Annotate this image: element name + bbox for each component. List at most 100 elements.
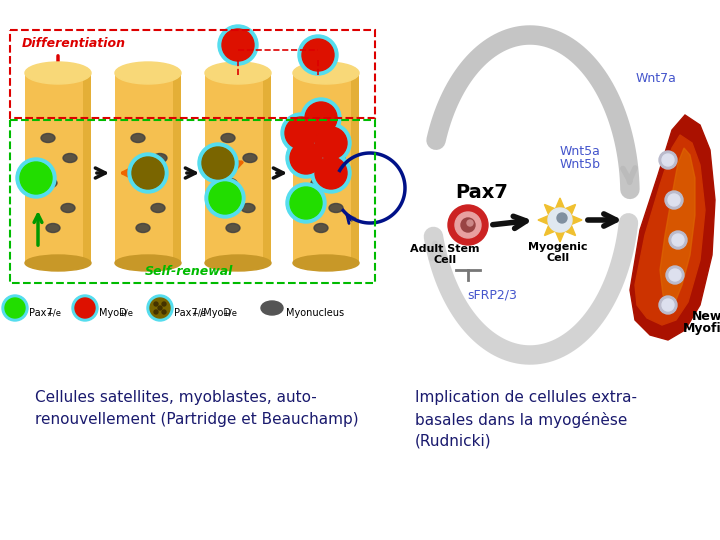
Ellipse shape (309, 133, 323, 143)
Circle shape (132, 157, 164, 189)
Circle shape (467, 220, 473, 226)
Ellipse shape (61, 204, 75, 213)
Text: sFRP2/3: sFRP2/3 (467, 288, 517, 301)
Circle shape (662, 299, 674, 311)
Circle shape (669, 231, 687, 249)
Circle shape (150, 298, 170, 318)
Circle shape (298, 35, 338, 75)
Bar (25, 73, 91, 263)
Circle shape (659, 296, 677, 314)
Bar (293, 73, 359, 263)
Circle shape (5, 298, 25, 318)
Circle shape (72, 295, 98, 321)
Text: Pax7: Pax7 (29, 308, 53, 318)
Circle shape (666, 266, 684, 284)
Circle shape (672, 234, 684, 246)
Text: Self-renewal: Self-renewal (145, 265, 233, 278)
Text: basales dans la myogénèse: basales dans la myogénèse (415, 412, 627, 428)
Circle shape (548, 208, 572, 232)
Ellipse shape (261, 301, 283, 315)
Polygon shape (635, 135, 705, 325)
Circle shape (301, 98, 341, 138)
Ellipse shape (43, 179, 57, 187)
Circle shape (455, 212, 481, 238)
Text: Myofiber: Myofiber (683, 322, 720, 335)
Circle shape (665, 191, 683, 209)
Circle shape (286, 183, 326, 223)
Polygon shape (630, 115, 715, 340)
Bar (173, 73, 181, 263)
Circle shape (659, 151, 677, 169)
Circle shape (20, 162, 52, 194)
Circle shape (154, 302, 158, 306)
Circle shape (202, 147, 234, 179)
Ellipse shape (226, 224, 240, 233)
Ellipse shape (25, 62, 91, 84)
Text: Pax7: Pax7 (455, 183, 508, 202)
Circle shape (285, 117, 317, 149)
Circle shape (448, 205, 488, 245)
Circle shape (158, 306, 162, 310)
Bar (263, 73, 271, 263)
Ellipse shape (133, 179, 147, 187)
Circle shape (662, 154, 674, 166)
Ellipse shape (311, 179, 325, 187)
Ellipse shape (46, 224, 60, 233)
Bar (115, 73, 181, 263)
Text: Cellules satellites, myoblastes, auto-: Cellules satellites, myoblastes, auto- (35, 390, 317, 405)
Ellipse shape (25, 255, 91, 271)
Circle shape (218, 25, 258, 65)
Circle shape (311, 123, 351, 163)
Circle shape (302, 39, 334, 71)
Ellipse shape (293, 255, 359, 271)
Circle shape (315, 157, 347, 189)
Text: Implication de cellules extra-: Implication de cellules extra- (415, 390, 637, 405)
Text: (Rudnicki): (Rudnicki) (415, 434, 492, 449)
Ellipse shape (41, 133, 55, 143)
Ellipse shape (331, 153, 345, 163)
Circle shape (162, 302, 166, 306)
Text: Differentiation: Differentiation (22, 37, 126, 50)
Circle shape (198, 143, 238, 183)
Ellipse shape (329, 204, 343, 213)
Circle shape (668, 194, 680, 206)
Circle shape (669, 269, 681, 281)
Text: Myonucleus: Myonucleus (286, 308, 344, 318)
Ellipse shape (115, 62, 181, 84)
Ellipse shape (131, 133, 145, 143)
Text: Wnt5a: Wnt5a (560, 145, 601, 158)
Ellipse shape (293, 62, 359, 84)
Circle shape (557, 213, 567, 223)
Circle shape (154, 310, 158, 314)
Text: +/e: +/e (191, 308, 206, 318)
Circle shape (461, 218, 475, 232)
Circle shape (75, 298, 95, 318)
Ellipse shape (115, 255, 181, 271)
Text: New: New (692, 310, 720, 323)
Text: Cell: Cell (433, 255, 456, 265)
Ellipse shape (63, 153, 77, 163)
Text: Adult Stem: Adult Stem (410, 244, 480, 254)
Circle shape (2, 295, 28, 321)
Circle shape (290, 142, 322, 174)
Ellipse shape (241, 204, 255, 213)
Bar (205, 73, 271, 263)
Text: Wnt5b: Wnt5b (560, 158, 601, 171)
Ellipse shape (205, 255, 271, 271)
Ellipse shape (153, 153, 167, 163)
Bar (351, 73, 359, 263)
Text: Pax7: Pax7 (174, 308, 197, 318)
Circle shape (305, 102, 337, 134)
Circle shape (209, 182, 241, 214)
Circle shape (128, 153, 168, 193)
Text: renouvellement (Partridge et Beauchamp): renouvellement (Partridge et Beauchamp) (35, 412, 359, 427)
Text: +/e: +/e (46, 308, 61, 318)
Circle shape (147, 295, 173, 321)
Text: Wnt7a: Wnt7a (636, 72, 677, 85)
Ellipse shape (151, 204, 165, 213)
Text: +/e: +/e (222, 308, 237, 318)
Ellipse shape (243, 153, 257, 163)
Text: Cell: Cell (546, 253, 570, 263)
Polygon shape (660, 148, 695, 302)
Circle shape (162, 310, 166, 314)
